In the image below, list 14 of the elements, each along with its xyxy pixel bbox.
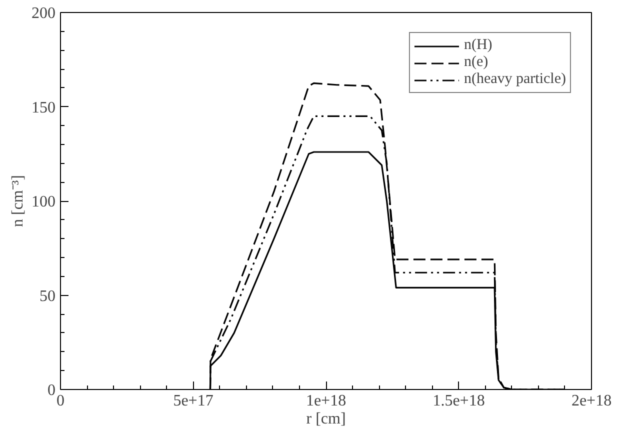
x-tick-label: 5e+17	[173, 392, 214, 410]
y-tick-label: 0	[48, 382, 56, 399]
x-axis-title: r [cm]	[306, 410, 346, 428]
y-tick-label: 100	[32, 194, 56, 210]
legend-label: n(e)	[464, 54, 488, 71]
y-tick-label: 50	[40, 288, 56, 305]
legend-label: n(heavy particle)	[464, 71, 566, 88]
y-tick-label: 150	[32, 99, 56, 116]
y-axis-title: n [cm⁻³]	[10, 175, 26, 227]
x-tick-label: 1.5e+18	[432, 392, 485, 410]
y-tick-label: 200	[32, 5, 56, 22]
x-tick-label: 2e+18	[571, 392, 612, 410]
x-tick-label: 1e+18	[306, 392, 346, 410]
legend-label: n(H)	[464, 37, 492, 54]
